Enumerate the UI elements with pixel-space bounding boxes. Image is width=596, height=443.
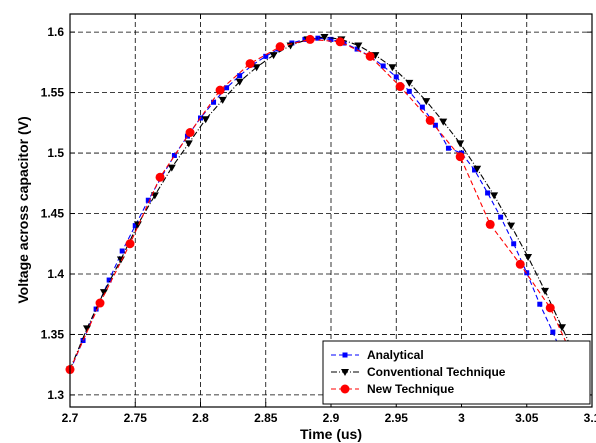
series-1 (66, 33, 583, 374)
data-point (224, 85, 230, 91)
data-point (320, 33, 329, 41)
data-point (541, 287, 550, 295)
data-point (405, 79, 414, 87)
data-point (302, 36, 308, 42)
x-tick-label: 3 (458, 411, 465, 425)
x-tick-label: 2.8 (192, 411, 209, 425)
legend-label: Analytical (367, 348, 424, 362)
legend-box (322, 340, 591, 405)
x-tick-label: 2.95 (385, 411, 409, 425)
data-point (455, 152, 465, 162)
data-point (171, 152, 177, 158)
y-tick-label: 1.4 (47, 267, 64, 281)
data-point (472, 167, 478, 173)
data-point (550, 329, 556, 335)
legend-marker (341, 369, 349, 376)
data-point (445, 145, 451, 151)
data-point (167, 164, 176, 172)
data-point (557, 324, 566, 332)
data-point (93, 306, 99, 312)
data-point (95, 298, 105, 308)
data-point (456, 140, 465, 148)
data-point (393, 74, 399, 80)
data-point (315, 35, 321, 41)
x-axis-label: Time (us) (300, 426, 362, 442)
data-point (235, 78, 244, 86)
data-point (365, 51, 375, 61)
data-point (218, 96, 227, 104)
y-tick-label: 1.6 (47, 25, 64, 39)
data-point (275, 42, 285, 52)
x-tick-label: 2.85 (254, 411, 278, 425)
data-point (269, 52, 278, 60)
y-tick-label: 1.35 (41, 327, 65, 341)
data-point (511, 241, 517, 247)
data-point (485, 219, 495, 229)
data-point (211, 99, 217, 105)
data-point (490, 192, 499, 200)
x-tick-label: 3.1 (584, 411, 596, 425)
data-point (515, 259, 525, 269)
data-point (215, 85, 225, 95)
data-point (328, 36, 334, 42)
data-point (106, 277, 112, 283)
data-point (524, 270, 530, 276)
data-point (305, 34, 315, 44)
data-point (425, 115, 435, 125)
data-point (252, 64, 261, 72)
legend-marker (342, 352, 348, 358)
y-tick-label: 1.5 (47, 146, 64, 160)
grid (70, 14, 592, 407)
data-point (335, 37, 345, 47)
y-tick-label: 1.3 (47, 388, 64, 402)
data-point (473, 165, 482, 173)
x-tick-label: 2.75 (124, 411, 148, 425)
data-point (545, 303, 555, 313)
data-point (354, 42, 363, 50)
series-line (69, 37, 580, 398)
x-tick-label: 2.9 (323, 411, 340, 425)
data-point (155, 172, 165, 182)
legend: Analytical Conventional Technique New Tech… (322, 340, 591, 405)
data-point (82, 325, 91, 333)
legend-label: New Technique (367, 382, 454, 396)
data-point (406, 88, 412, 94)
data-point (439, 118, 448, 126)
x-tick-label: 3.05 (515, 411, 539, 425)
data-point (432, 122, 438, 128)
data-point (498, 214, 504, 220)
series-layer (65, 33, 585, 400)
data-point (145, 197, 151, 203)
tick-labels: 2.7 2.75 2.8 2.85 2.9 2.95 3 3.05 3.1 1.3 1.35 1.4 1… (41, 25, 596, 425)
data-point (388, 64, 397, 72)
data-point (80, 337, 86, 343)
data-point (99, 289, 108, 297)
data-point (485, 190, 491, 196)
y-tick-label: 1.45 (41, 207, 65, 221)
data-point (507, 222, 516, 230)
data-point (184, 140, 193, 148)
series-line (69, 38, 581, 374)
data-point (245, 59, 255, 69)
data-point (201, 116, 210, 124)
data-point (119, 248, 125, 254)
data-point (395, 82, 405, 92)
data-point (380, 63, 386, 69)
data-point (237, 73, 243, 79)
data-point (354, 46, 360, 52)
data-point (419, 104, 425, 110)
data-point (263, 53, 269, 59)
x-tick-label: 2.7 (62, 411, 79, 425)
y-tick-label: 1.55 (41, 86, 65, 100)
data-point (125, 239, 135, 249)
data-point (524, 254, 533, 262)
legend-label: Conventional Technique (367, 365, 506, 379)
data-point (422, 98, 431, 106)
data-point (132, 223, 138, 229)
legend-marker (340, 384, 350, 394)
y-axis-label: Voltage across capacitor (V) (15, 116, 31, 303)
data-point (537, 301, 543, 307)
data-point (185, 128, 195, 138)
